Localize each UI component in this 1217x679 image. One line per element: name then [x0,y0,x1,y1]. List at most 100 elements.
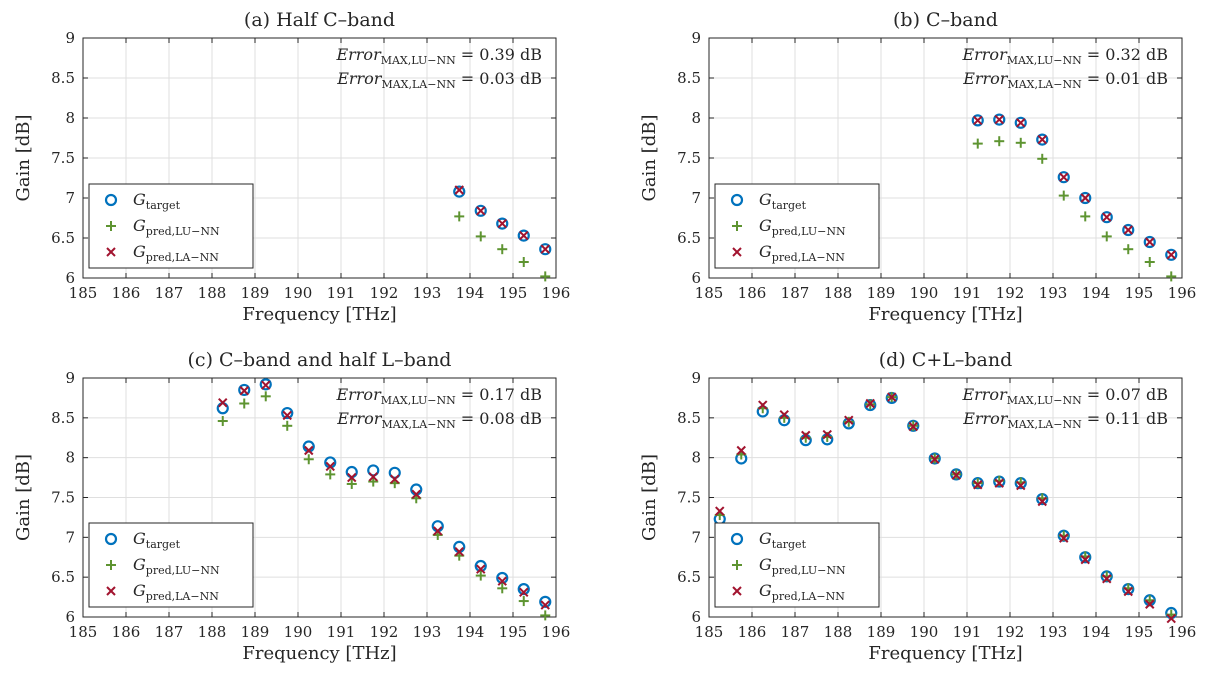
data-point [971,114,984,127]
legend-entry: Gpred,LU−NN [106,216,220,238]
data-point [496,571,509,585]
data-point [1123,586,1133,597]
x-axis-label: Frequency [THz] [868,643,1022,664]
data-point [1059,172,1069,182]
legend-entry: Gpred,LA−NN [732,242,845,264]
y-tick-label: 8.5 [51,69,75,87]
y-tick-label: 6 [691,269,701,287]
data-point [1123,244,1134,255]
data-point [930,454,940,464]
legend-marker [106,221,116,231]
y-tick-label: 6.5 [51,568,75,586]
data-point [433,526,443,536]
y-tick-label: 6.5 [51,229,75,247]
data-point [1123,225,1133,235]
x-tick-label: 186 [112,623,141,641]
legend-marker [732,560,742,570]
series-pred-lu-nn [454,211,551,282]
x-tick-label: 196 [542,623,571,641]
data-point [218,397,228,408]
legend-entry: Gpred,LA−NN [106,242,219,264]
data-point [454,546,464,557]
data-point [1122,223,1135,237]
chart-panel-3: 185 186 187 188 189 190 191 192 193 194 195 196 6 6.5… [13,349,570,664]
data-point [475,570,486,581]
legend-marker [730,193,744,207]
y-tick-label: 8.5 [51,409,75,427]
x-tick-label: 196 [542,284,571,302]
x-tick-label: 191 [953,284,982,302]
data-point [497,583,508,594]
data-point [844,415,854,425]
data-point [325,469,336,480]
chart-title: (c) C–band and half L–band [188,349,452,371]
x-tick-label: 190 [910,623,939,641]
legend-entry: Gtarget [730,529,807,551]
x-tick-label: 186 [112,284,141,302]
data-point [282,410,292,421]
y-tick-label: 6 [65,269,75,287]
data-point [1016,480,1026,491]
data-point [517,229,530,242]
data-point [540,271,551,282]
x-tick-label: 194 [456,623,485,641]
legend-entry: Gpred,LA−NN [732,581,845,603]
data-point [736,445,746,456]
data-point [1037,496,1047,507]
data-point [282,420,293,431]
x-tick-label: 196 [1168,284,1197,302]
x-tick-label: 195 [1125,623,1154,641]
data-point [518,257,529,267]
legend-marker [106,560,116,570]
data-point [517,583,530,596]
series-pred-la-nn [973,114,1176,260]
data-point [865,398,875,409]
legend-marker [732,586,742,596]
legend: Gtarget Gpred,LU−NN Gpred,LA−NN [714,522,880,608]
chart-panel-4: 185 186 187 188 189 190 191 192 193 194 195 196 6 6.5… [639,349,1196,664]
x-tick-label: 192 [996,623,1025,641]
legend-label: Gtarget [133,529,181,551]
data-point [1166,250,1176,260]
legend-marker [106,586,116,596]
legend-entry: Gpred,LA−NN [106,581,219,603]
data-point [496,217,509,230]
x-tick-label: 191 [327,284,356,302]
x-tick-label: 190 [284,284,313,302]
error-annotation: ErrorMAX,LA−NN = 0.03 dB [336,69,542,91]
data-point [519,230,529,241]
data-point [475,231,486,242]
y-tick-label: 7 [691,189,701,207]
y-axis-label: Gain [dB] [13,115,34,202]
x-tick-label: 187 [781,623,810,641]
x-tick-label: 186 [738,284,767,302]
chart-panel-2: 185 186 187 188 189 190 191 192 193 194 195 196 6 6.5… [639,9,1196,325]
data-point [994,478,1004,488]
data-point [1101,231,1112,242]
legend-marker [732,221,742,231]
legend-label: Gtarget [759,190,807,212]
data-point [1036,133,1049,146]
data-point [540,244,550,254]
x-tick-label: 194 [1082,284,1111,302]
data-point [973,115,983,126]
data-point [1145,599,1155,609]
legend-label: Gpred,LA−NN [759,581,845,603]
data-point [454,185,464,195]
legend-entry: Gtarget [104,190,181,212]
x-tick-label: 188 [824,623,853,641]
x-axis-label: Frequency [THz] [868,304,1022,325]
data-point [1102,574,1112,584]
legend-entry: Gpred,LU−NN [732,216,846,238]
data-point [281,406,294,420]
data-point [1014,116,1027,129]
legend-label: Gpred,LU−NN [133,555,220,577]
data-point [1166,613,1176,624]
data-point [238,383,251,397]
data-point [474,204,487,217]
data-point [260,391,271,402]
x-tick-label: 189 [867,623,896,641]
y-tick-label: 7.5 [51,489,75,507]
legend-entry: Gpred,LU−NN [106,555,220,577]
